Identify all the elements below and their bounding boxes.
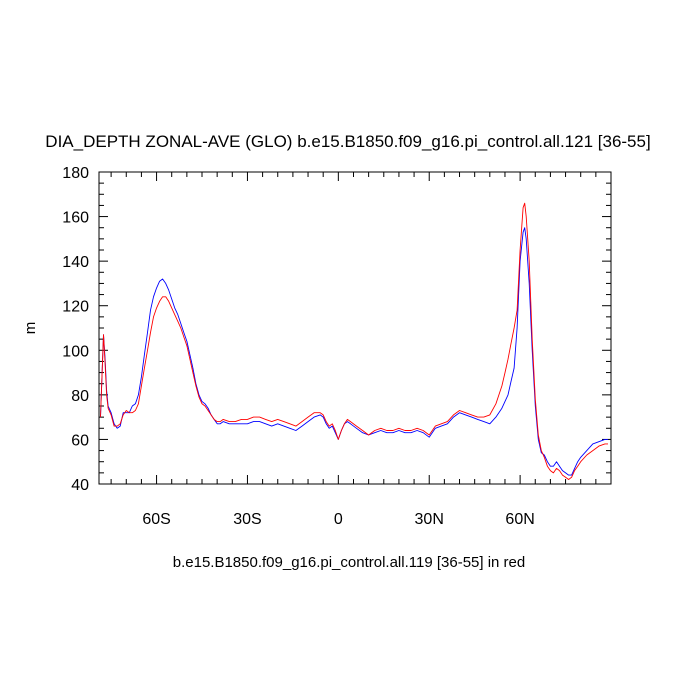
chart-title: DIA_DEPTH ZONAL-AVE (GLO) b.e15.B1850.f0… xyxy=(45,132,650,151)
y-tick-label: 60 xyxy=(71,432,89,449)
y-tick-label: 160 xyxy=(62,210,89,227)
x-axis-label: b.e15.B1850.f09_g16.pi_control.all.119 [… xyxy=(173,554,526,571)
axis-ticks: 40 60 80 100 120 140 160 180 60S 30S 0 30N 60N xyxy=(62,165,612,528)
y-axis-label: m xyxy=(22,322,39,335)
series-layer xyxy=(100,202,608,480)
x-tick-label: 0 xyxy=(334,511,343,528)
x-tick-label: 60N xyxy=(505,511,534,528)
y-tick-label: 180 xyxy=(62,165,89,182)
series-line-blue xyxy=(100,227,608,476)
x-tick-label: 60S xyxy=(142,511,170,528)
y-tick-label: 140 xyxy=(62,254,89,271)
series-line-red xyxy=(100,202,608,480)
y-tick-label: 40 xyxy=(71,477,89,494)
y-tick-label: 80 xyxy=(71,388,89,405)
x-tick-label: 30N xyxy=(415,511,444,528)
y-tick-label: 120 xyxy=(62,299,89,316)
x-tick-label: 30S xyxy=(233,511,261,528)
y-tick-label: 100 xyxy=(62,343,89,360)
plot-frame xyxy=(98,171,612,485)
